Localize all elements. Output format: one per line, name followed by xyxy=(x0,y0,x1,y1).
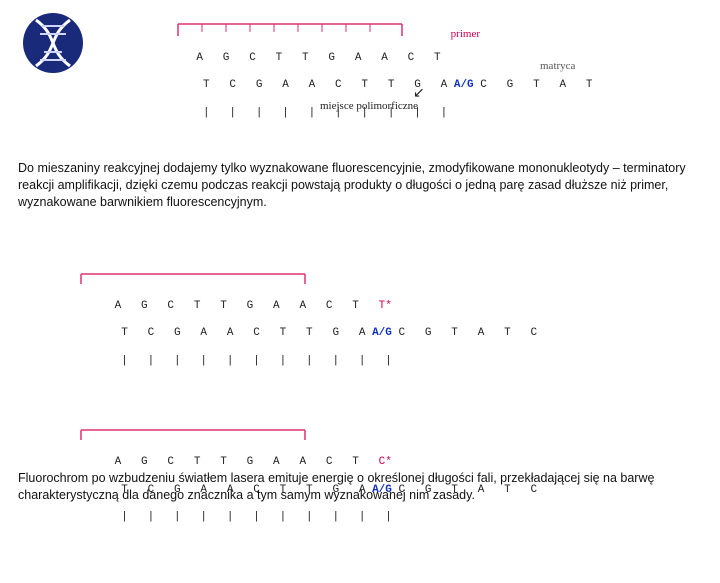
mid2-ticks: | | | | | | | | | | | xyxy=(115,511,392,523)
poly-arrow-icon: ↙ xyxy=(413,84,425,101)
top-sequence-diagram: primer A G C T T G A A C T T C G A A C T… xyxy=(170,18,570,134)
matryca-label: matryca xyxy=(540,60,575,72)
primer-label: primer xyxy=(451,28,480,40)
mid1-terminator: T* xyxy=(379,300,392,312)
paragraph-1: Do mieszaniny reakcyjnej dodajemy tylko … xyxy=(18,160,702,211)
mid2-terminator: C* xyxy=(379,456,392,468)
mid-sequence-diagrams: A G C T T G A A C T T* T C G A A C T T G… xyxy=(75,270,575,583)
mid-seq-1: A G C T T G A A C T T* T C G A A C T T G… xyxy=(75,270,575,382)
dna-logo-icon xyxy=(18,8,88,78)
mid1-seq-upper: A G C T T G A A C T xyxy=(115,300,379,312)
mid1-poly: A/G xyxy=(372,327,392,339)
mid1-ticks: | | | | | | | | | | | xyxy=(115,355,392,367)
mid1-seq-lower: T C G A A C T T G A xyxy=(115,327,372,339)
poly-site: A/G xyxy=(454,79,474,91)
top-seq-tail: C G T A T xyxy=(474,79,593,91)
top-seq-upper: A G C T T G A A C T xyxy=(196,52,440,64)
paragraph-2: Fluorochrom po wzbudzeniu światłem laser… xyxy=(18,470,702,504)
mid2-seq-upper: A G C T T G A A C T xyxy=(115,456,379,468)
mid1-seq-tail: C G T A T C xyxy=(392,327,537,339)
miejsce-label: miejsce polimorficzne xyxy=(320,100,418,112)
